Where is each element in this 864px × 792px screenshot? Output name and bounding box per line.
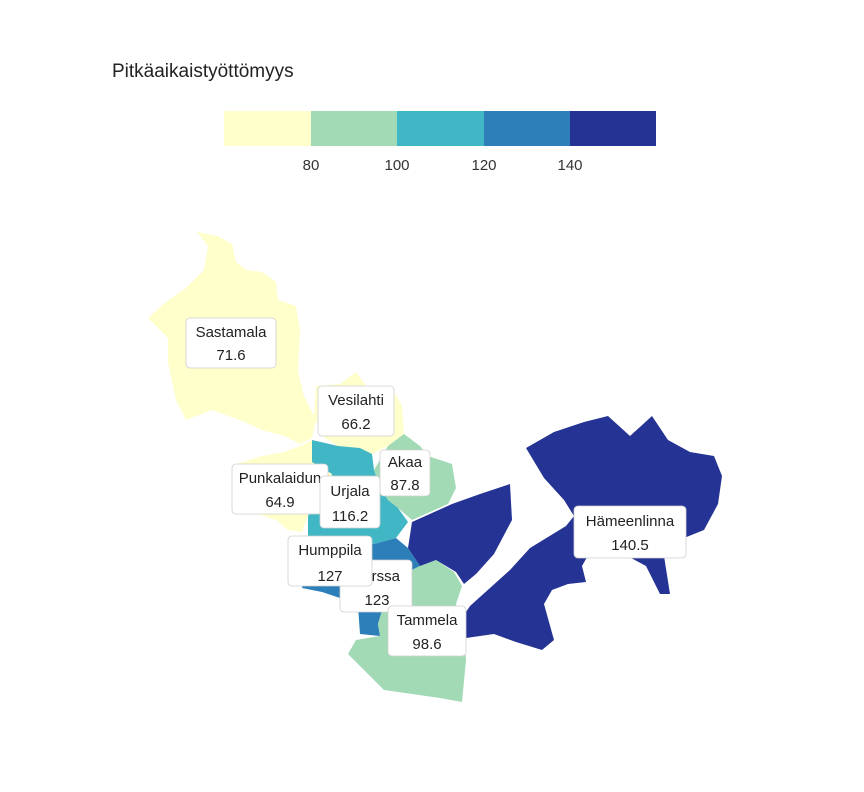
- legend-tick-140: 140: [557, 157, 582, 174]
- label-sastamala: Sastamala 71.6: [185, 317, 277, 369]
- label-punkalaidun-name: Punkalaidun: [239, 470, 322, 487]
- label-humppila-value: 127: [317, 568, 342, 585]
- label-hameenlinna: Hämeenlinna 140.5: [573, 505, 687, 559]
- label-humppila: Humppila 127: [287, 535, 373, 587]
- label-tammela-name: Tammela: [397, 612, 459, 629]
- label-hameenlinna-value: 140.5: [611, 537, 649, 554]
- label-akaa-value: 87.8: [390, 477, 419, 494]
- label-sastamala-value: 71.6: [216, 347, 245, 364]
- label-hameenlinna-name: Hämeenlinna: [586, 513, 675, 530]
- region-hameenlinna[interactable]: [408, 416, 722, 650]
- legend-tick-100: 100: [384, 157, 409, 174]
- label-vesilahti: Vesilahti 66.2: [317, 385, 395, 437]
- label-urjala-value: 116.2: [332, 508, 368, 525]
- label-akaa-name: Akaa: [388, 454, 423, 471]
- legend-bin-3: [397, 111, 484, 146]
- region-labels: Sastamala 71.6 Vesilahti 66.2 Akaa 87.8 …: [185, 317, 687, 657]
- chart-title: Pitkäaikaistyöttömyys: [112, 61, 294, 82]
- label-punkalaidun-value: 64.9: [265, 494, 294, 511]
- label-urjala: Urjala 116.2: [319, 475, 381, 529]
- label-vesilahti-name: Vesilahti: [328, 392, 384, 409]
- color-legend: 80 100 120 140: [224, 111, 656, 174]
- legend-tick-80: 80: [303, 157, 320, 174]
- label-vesilahti-value: 66.2: [341, 416, 370, 433]
- label-tammela-value: 98.6: [412, 636, 441, 653]
- legend-bin-2: [311, 111, 397, 146]
- legend-bin-1: [224, 111, 311, 146]
- label-akaa: Akaa 87.8: [379, 449, 431, 497]
- label-humppila-name: Humppila: [298, 542, 362, 559]
- label-urjala-name: Urjala: [330, 483, 370, 500]
- legend-bin-5: [570, 111, 656, 146]
- legend-bin-4: [484, 111, 570, 146]
- label-tammela: Tammela 98.6: [387, 605, 467, 657]
- label-punkalaidun: Punkalaidun 64.9: [231, 463, 329, 515]
- label-forssa-value: 123: [364, 592, 389, 609]
- legend-tick-120: 120: [471, 157, 496, 174]
- label-sastamala-name: Sastamala: [196, 324, 268, 341]
